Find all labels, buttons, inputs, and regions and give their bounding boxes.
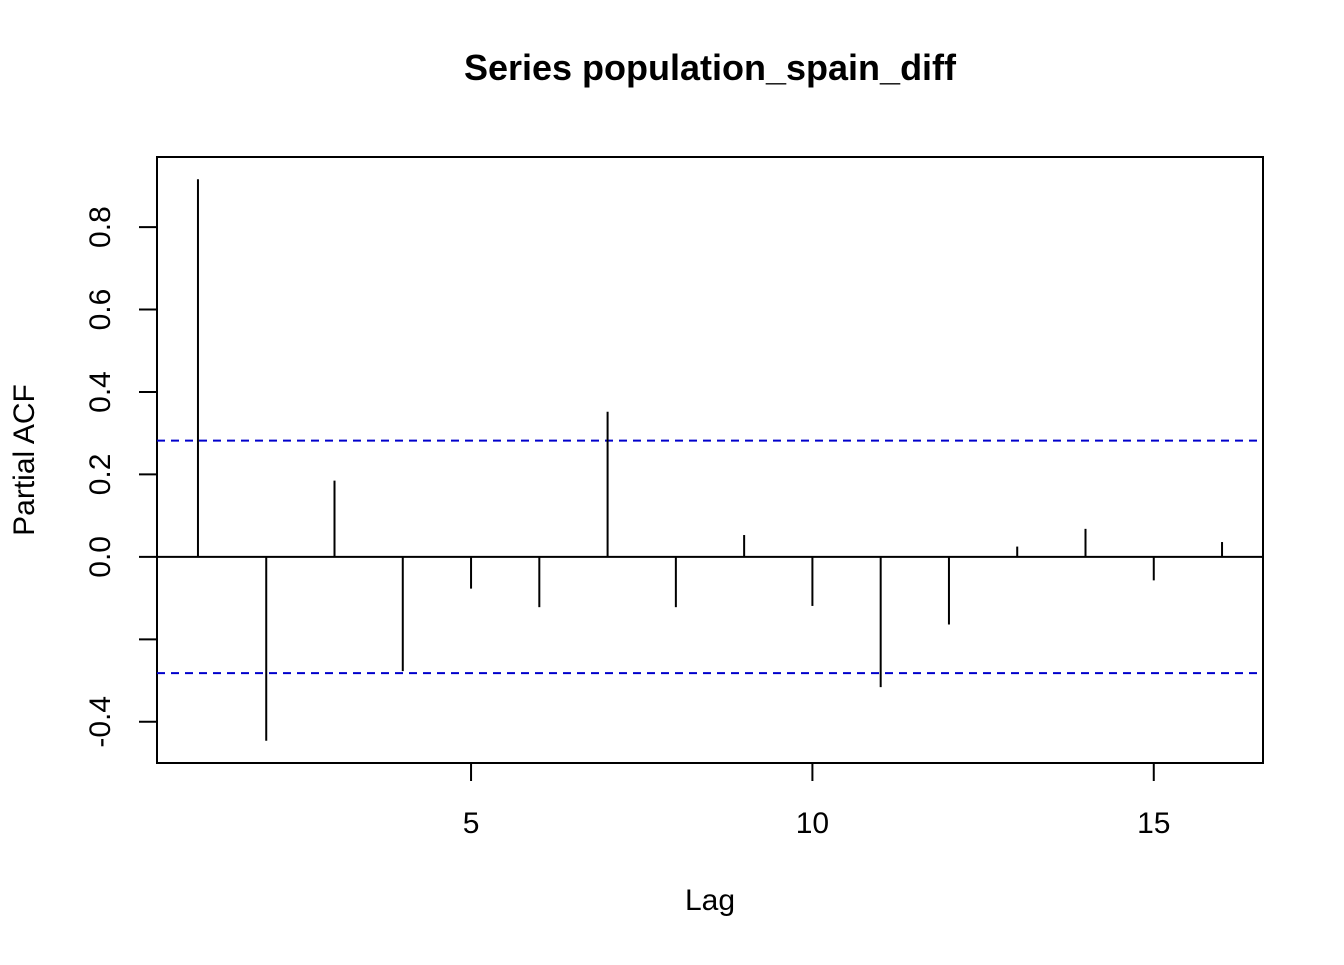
y-axis-label: Partial ACF bbox=[8, 384, 41, 536]
y-tick-label: 0.6 bbox=[84, 289, 117, 331]
chart-title: Series population_spain_diff bbox=[464, 47, 957, 88]
y-tick-label: 0.2 bbox=[84, 454, 117, 496]
y-tick-label: -0.4 bbox=[84, 696, 117, 748]
plot-frame bbox=[156, 156, 1264, 764]
x-axis-label: Lag bbox=[685, 884, 735, 917]
y-tick-label: 0.8 bbox=[84, 206, 117, 248]
x-tick-label: 10 bbox=[796, 807, 829, 840]
plot-area: 5 10 15 -0.4 0.0 0.2 0.4 0.6 0.8 bbox=[84, 156, 1264, 840]
x-tick-label: 5 bbox=[463, 807, 480, 840]
y-tick-label: 0.0 bbox=[84, 536, 117, 578]
x-tick-label: 15 bbox=[1137, 807, 1170, 840]
y-tick-label: 0.4 bbox=[84, 371, 117, 413]
